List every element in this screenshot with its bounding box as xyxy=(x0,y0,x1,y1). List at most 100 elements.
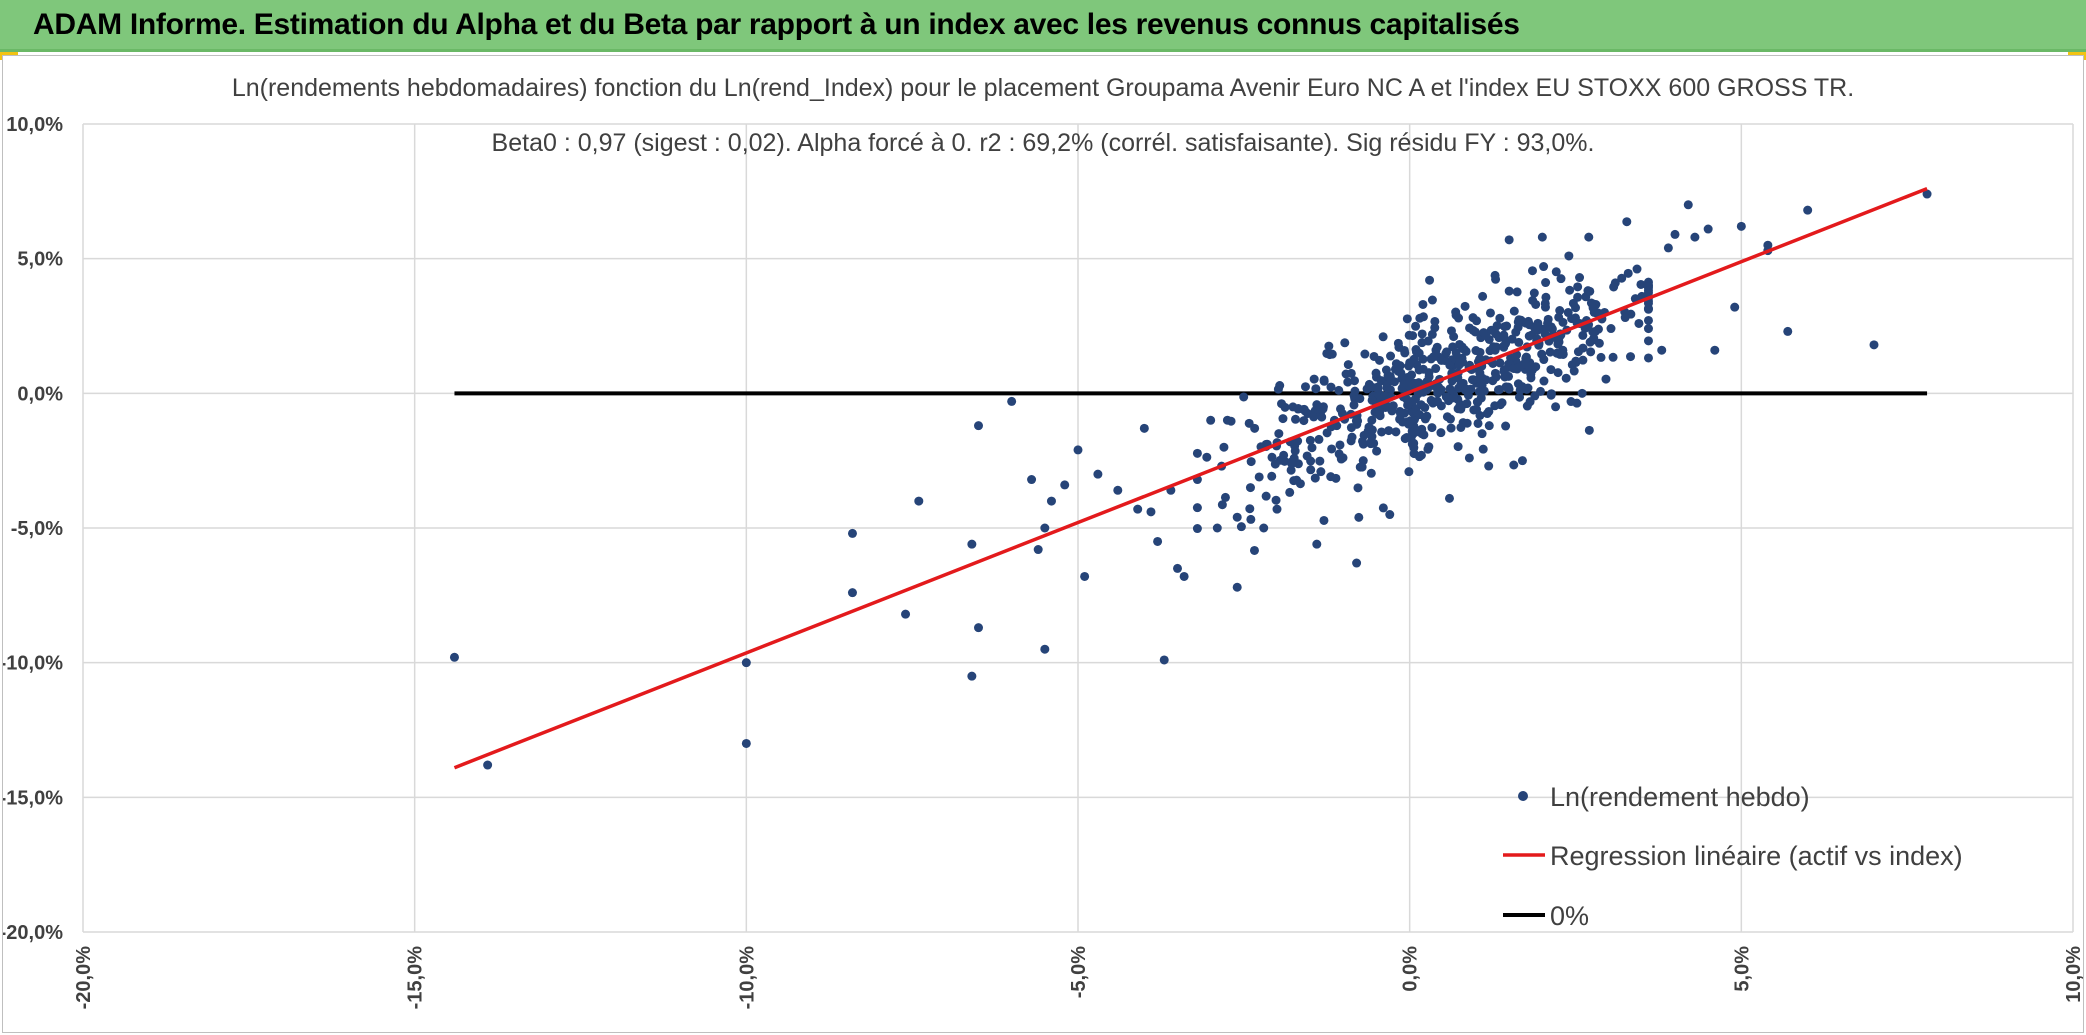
data-point xyxy=(1285,487,1295,497)
data-point xyxy=(1033,545,1043,555)
data-point xyxy=(1588,327,1598,337)
data-point xyxy=(1312,539,1322,549)
data-point xyxy=(1427,295,1437,305)
data-point xyxy=(1331,473,1341,483)
data-point xyxy=(1335,440,1345,450)
data-point xyxy=(741,738,751,748)
data-point xyxy=(967,539,977,549)
data-point xyxy=(1525,397,1535,407)
chart-subtitle: Beta0 : 0,97 (sigest : 0,02). Alpha forc… xyxy=(492,129,1595,157)
data-point xyxy=(1643,353,1653,363)
data-point xyxy=(1442,347,1452,357)
data-point xyxy=(1521,353,1531,363)
data-point xyxy=(1317,412,1327,422)
data-point xyxy=(1460,301,1470,311)
y-tick-label: -10,0% xyxy=(3,653,63,675)
data-point xyxy=(1517,456,1527,466)
data-point xyxy=(1326,382,1336,392)
data-point xyxy=(1527,266,1537,276)
data-point xyxy=(1093,469,1103,479)
data-point xyxy=(1311,384,1321,394)
data-point xyxy=(1436,428,1446,438)
data-point xyxy=(1249,545,1259,555)
legend-label: Ln(rendement hebdo) xyxy=(1550,782,1810,812)
data-point xyxy=(1578,355,1588,365)
data-point xyxy=(1478,291,1488,301)
data-point xyxy=(1477,429,1487,439)
data-point xyxy=(1462,384,1472,394)
data-point xyxy=(449,652,459,662)
data-point xyxy=(1553,368,1563,378)
x-tick-label: 0,0% xyxy=(1400,946,1422,992)
x-tick-label: 5,0% xyxy=(1731,946,1753,992)
data-point xyxy=(1546,390,1556,400)
data-point xyxy=(1561,373,1571,383)
data-point xyxy=(1027,475,1037,485)
data-point xyxy=(1551,402,1561,412)
data-point xyxy=(1444,493,1454,503)
data-point xyxy=(1192,503,1202,513)
data-point xyxy=(1571,303,1581,313)
data-point xyxy=(1246,514,1256,524)
data-point xyxy=(1007,396,1017,406)
data-point xyxy=(1159,655,1169,665)
x-tick-label: -5,0% xyxy=(1068,946,1090,998)
data-point xyxy=(974,623,983,633)
data-point xyxy=(1456,404,1466,414)
data-point xyxy=(1404,467,1414,477)
data-point xyxy=(1423,336,1433,346)
data-point xyxy=(1426,354,1436,364)
data-point xyxy=(1354,512,1364,522)
data-point xyxy=(1643,315,1653,325)
data-point xyxy=(1272,504,1282,514)
data-point xyxy=(1179,571,1189,581)
data-point xyxy=(1427,329,1437,339)
data-point xyxy=(1474,387,1484,397)
data-point xyxy=(1484,421,1494,431)
data-point xyxy=(1703,224,1713,234)
data-point xyxy=(1350,386,1360,396)
data-point xyxy=(1526,369,1536,379)
data-point xyxy=(1474,374,1484,384)
data-point xyxy=(1626,352,1636,362)
data-point xyxy=(1319,515,1329,525)
x-tick-label: -20,0% xyxy=(73,946,95,1010)
data-point xyxy=(1509,460,1519,470)
data-point xyxy=(1472,405,1482,415)
regression-line xyxy=(453,187,1928,770)
data-point xyxy=(1586,347,1596,357)
data-point xyxy=(1393,338,1403,348)
data-point xyxy=(1541,292,1551,302)
data-point xyxy=(1385,510,1395,520)
data-point xyxy=(1495,358,1505,368)
data-point xyxy=(1386,351,1396,361)
data-point xyxy=(1357,462,1367,472)
data-point xyxy=(1287,459,1297,469)
data-point xyxy=(1202,452,1212,462)
legend-marker-scatter xyxy=(1518,791,1528,801)
data-point xyxy=(1246,457,1256,467)
data-point xyxy=(1515,392,1525,402)
data-point xyxy=(1585,286,1595,296)
data-point xyxy=(1507,334,1517,344)
data-point xyxy=(1509,306,1519,316)
data-point xyxy=(1245,483,1255,493)
data-point xyxy=(1305,435,1315,445)
data-point xyxy=(1367,415,1377,425)
data-point xyxy=(1537,349,1547,359)
legend-label: 0% xyxy=(1550,901,1589,931)
data-point xyxy=(1528,295,1538,305)
data-point xyxy=(1192,448,1202,458)
page-title: ADAM Informe. Estimation du Alpha et du … xyxy=(33,8,1520,41)
data-point xyxy=(1254,472,1264,482)
data-point xyxy=(1608,352,1618,362)
data-point xyxy=(1232,582,1242,592)
data-point xyxy=(1410,428,1420,438)
data-point xyxy=(1537,232,1547,242)
data-point xyxy=(1325,350,1335,360)
data-point xyxy=(1609,282,1619,292)
data-point xyxy=(1404,419,1414,429)
data-point xyxy=(1274,429,1284,439)
data-point xyxy=(1584,425,1594,435)
data-point xyxy=(1551,267,1561,277)
